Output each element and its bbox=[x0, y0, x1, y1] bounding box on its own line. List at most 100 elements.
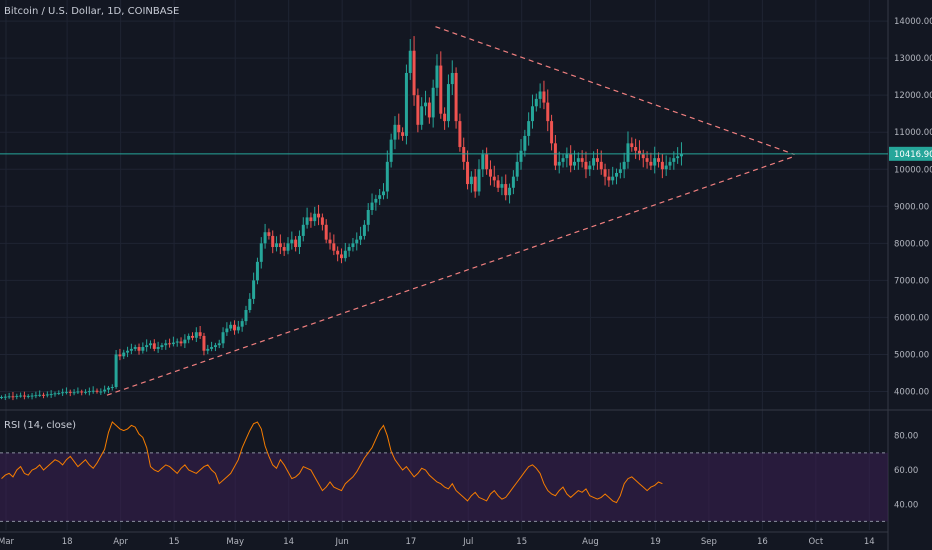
candle-body bbox=[466, 161, 470, 185]
candle-body bbox=[217, 343, 221, 346]
candle-body bbox=[275, 243, 279, 248]
candle-body bbox=[118, 354, 122, 357]
candle-body bbox=[114, 354, 118, 388]
candle-body bbox=[523, 135, 527, 151]
candle-body bbox=[206, 348, 210, 351]
candle-body bbox=[431, 87, 435, 118]
trendline[interactable] bbox=[106, 155, 795, 396]
candle-body bbox=[397, 124, 401, 133]
candle-body bbox=[515, 161, 519, 177]
x-tick-label: 14 bbox=[864, 537, 875, 547]
candle-body bbox=[179, 341, 183, 344]
chart-title: Bitcoin / U.S. Dollar, 1D, COINBASE bbox=[4, 6, 180, 17]
candle-body bbox=[504, 184, 508, 196]
candle-body bbox=[95, 390, 99, 392]
candle-body bbox=[626, 143, 630, 162]
candle-body bbox=[305, 217, 309, 225]
candle-body bbox=[103, 389, 107, 392]
candle-body bbox=[454, 72, 458, 122]
candle-body bbox=[420, 106, 424, 125]
candle-body bbox=[309, 217, 313, 222]
x-tick-label: 14 bbox=[283, 537, 294, 547]
candle-body bbox=[255, 261, 259, 281]
candle-body bbox=[221, 332, 225, 344]
y-tick-label: 12000.00 bbox=[894, 91, 932, 101]
candle-body bbox=[573, 161, 576, 166]
x-tick-label: 15 bbox=[516, 537, 527, 547]
candle-body bbox=[213, 345, 217, 348]
candle-body bbox=[538, 91, 542, 99]
candle-body bbox=[301, 224, 305, 236]
candle-body bbox=[519, 150, 523, 162]
candle-body bbox=[198, 332, 202, 336]
candle-body bbox=[508, 187, 512, 196]
y-tick-label: 4000.00 bbox=[894, 387, 929, 397]
candle-body bbox=[351, 243, 355, 248]
candle-body bbox=[511, 176, 515, 188]
candle-body bbox=[527, 121, 531, 136]
candle-body bbox=[183, 339, 187, 344]
x-tick-label: Jul bbox=[462, 537, 473, 547]
candle-body bbox=[637, 150, 641, 155]
candle-body bbox=[80, 391, 84, 393]
candle-body bbox=[91, 390, 95, 392]
candle-body bbox=[152, 343, 156, 349]
x-tick-label: 18 bbox=[62, 537, 73, 547]
candle-body bbox=[435, 65, 439, 88]
candle-body bbox=[68, 391, 72, 393]
rsi-label: RSI (14, close) bbox=[4, 420, 77, 431]
candle-body bbox=[313, 213, 317, 222]
candle-body bbox=[592, 158, 596, 166]
candle-body bbox=[286, 243, 290, 251]
trendline[interactable] bbox=[435, 26, 795, 156]
candle-body bbox=[458, 121, 462, 148]
candle-body bbox=[607, 176, 611, 181]
candle-body bbox=[668, 161, 672, 166]
candle-body bbox=[542, 91, 546, 103]
candle-body bbox=[557, 161, 561, 166]
current-price-badge bbox=[889, 146, 932, 161]
candle-body bbox=[385, 161, 389, 192]
candle-body bbox=[233, 324, 237, 331]
candle-body bbox=[38, 394, 42, 396]
candle-body bbox=[22, 395, 26, 397]
candle-body bbox=[378, 195, 382, 199]
candle-body bbox=[126, 350, 130, 353]
candle-body bbox=[7, 396, 11, 398]
candle-body bbox=[530, 106, 534, 122]
y-tick-label: 13000.00 bbox=[894, 54, 932, 64]
candle-body bbox=[462, 147, 466, 162]
candle-body bbox=[355, 239, 359, 244]
candle-body bbox=[187, 335, 191, 340]
candle-body bbox=[672, 158, 676, 162]
candle-body bbox=[202, 335, 206, 351]
y-tick-label: 14000.00 bbox=[894, 17, 932, 27]
candle-body bbox=[676, 156, 680, 159]
candle-body bbox=[630, 143, 634, 148]
candle-body bbox=[366, 210, 370, 225]
candle-body bbox=[0, 397, 3, 399]
candle-body bbox=[34, 395, 38, 397]
candle-body bbox=[244, 310, 248, 322]
candle-body bbox=[534, 98, 538, 107]
candle-body bbox=[339, 254, 343, 259]
candle-body bbox=[611, 176, 615, 181]
candle-body bbox=[370, 202, 374, 210]
candle-body bbox=[64, 391, 68, 393]
candle-body bbox=[45, 394, 49, 396]
candle-body bbox=[565, 154, 569, 159]
candle-body bbox=[649, 161, 653, 166]
candle-body bbox=[362, 224, 366, 236]
candle-body bbox=[401, 132, 405, 136]
candle-body bbox=[446, 84, 450, 122]
x-tick-label: Jun bbox=[335, 537, 349, 547]
candle-body bbox=[160, 345, 164, 348]
candle-body bbox=[599, 161, 603, 170]
candle-body bbox=[30, 395, 34, 397]
rsi-line bbox=[1, 421, 663, 504]
y-tick-label: 6000.00 bbox=[894, 313, 929, 323]
candle-body bbox=[297, 235, 301, 248]
x-tick-label: Apr bbox=[113, 537, 128, 547]
rsi-tick-label: 40.00 bbox=[894, 500, 918, 510]
